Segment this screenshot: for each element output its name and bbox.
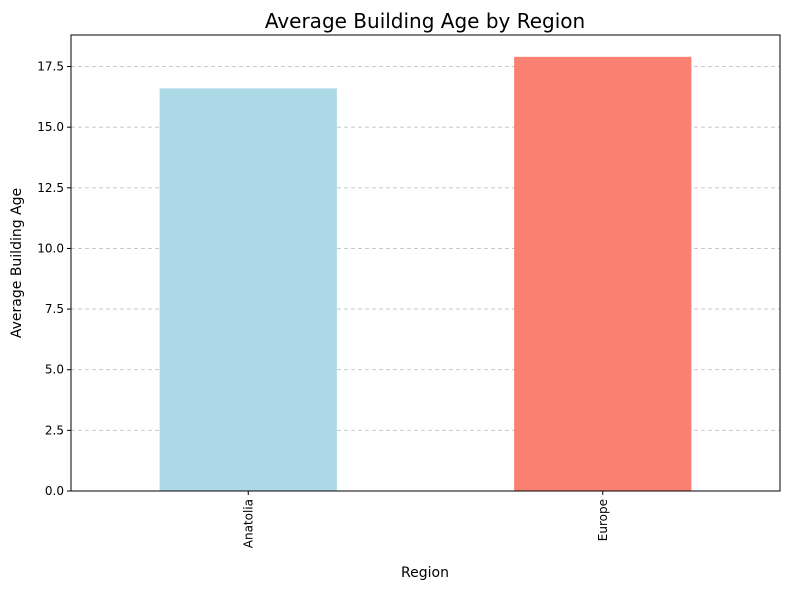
x-tick-label-europe: Europe <box>596 499 610 541</box>
chart-title: Average Building Age by Region <box>265 9 585 33</box>
y-axis-title: Average Building Age <box>9 188 25 338</box>
y-tick-label: 2.5 <box>45 423 64 437</box>
y-ticks: 0.0 2.5 5.0 7.5 10.0 12.5 15.0 17.5 <box>37 60 71 498</box>
y-tick-label: 17.5 <box>37 60 64 74</box>
y-tick-label: 10.0 <box>37 241 64 255</box>
x-tick-label-anatolia: Anatolia <box>241 499 255 548</box>
bar-europe <box>514 56 692 492</box>
x-ticks: Anatolia Europe <box>241 491 610 548</box>
plot-frame <box>70 34 781 492</box>
bars <box>159 56 692 492</box>
x-axis-title: Region <box>401 565 449 581</box>
y-tick-label: 7.5 <box>45 302 64 316</box>
axes <box>70 34 781 492</box>
bar-anatolia <box>159 88 337 492</box>
y-tick-label: 12.5 <box>37 181 64 195</box>
y-tick-label: 5.0 <box>45 363 64 377</box>
y-tick-label: 15.0 <box>37 120 64 134</box>
y-tick-label: 0.0 <box>45 484 64 498</box>
